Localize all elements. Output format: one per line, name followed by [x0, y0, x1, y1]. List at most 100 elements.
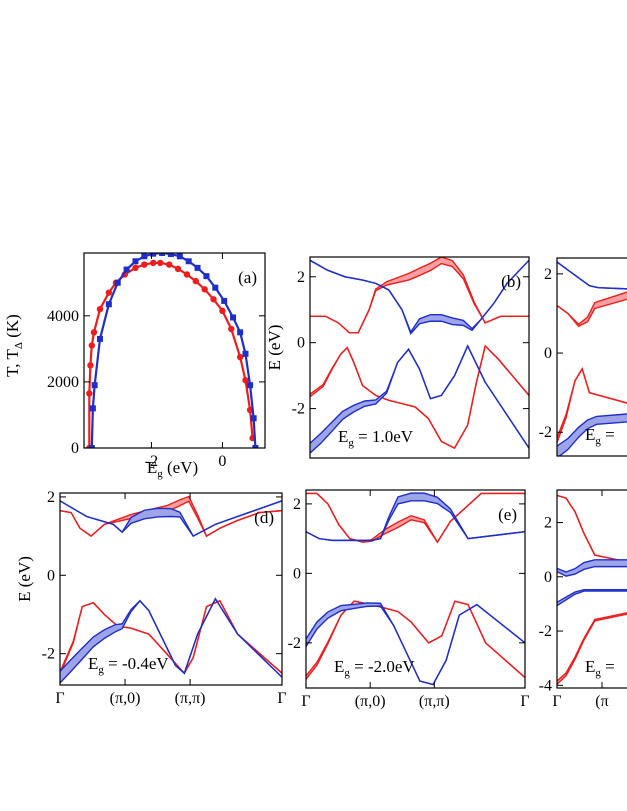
x-tick-label: Γ [277, 690, 286, 707]
x-tick-label: Γ [301, 693, 310, 710]
y-tick-label: 0 [544, 569, 552, 586]
x-axis-label: Eg (eV) [147, 458, 198, 480]
plot-frame [305, 489, 526, 689]
series-line-1 [90, 253, 257, 448]
eg-annotation-sub: g [348, 437, 354, 449]
data-point [88, 445, 95, 448]
plot-area-a [86, 253, 259, 448]
data-point [105, 289, 113, 296]
panel-b: -2 0 2 (b) Eg = 1.0eV E (eV) [265, 256, 530, 459]
series-e-3 [306, 602, 525, 686]
eg-annotation: Eg = -0.4eV [88, 654, 169, 676]
eg-annotation-rest: = -2.0eV [350, 657, 416, 676]
eg-annotation: Eg = -2.0eV [334, 657, 415, 679]
plot-area-b [310, 257, 529, 454]
data-point [236, 353, 244, 361]
data-point [201, 286, 208, 293]
data-point [150, 253, 157, 257]
x-tick-label: (π [595, 693, 608, 710]
panel-label: (e) [498, 505, 517, 524]
band-lower-line [310, 344, 529, 450]
y-tick-label: 2 [293, 496, 301, 513]
eg-annotation-sub: g [344, 667, 350, 679]
plot-area-f [557, 494, 627, 685]
eg-annotation-rest: = [601, 657, 615, 676]
y-tick-label: -2 [539, 623, 552, 640]
series-d-2 [60, 500, 282, 538]
data-point [150, 259, 157, 267]
data-point [242, 350, 249, 357]
band-lower-line [306, 492, 525, 544]
data-point [250, 415, 257, 422]
series-b-2 [310, 259, 529, 335]
band-upper-line [557, 588, 627, 603]
x-axis-label-sub: g [157, 468, 163, 480]
eg-annotation-main: E [585, 657, 595, 676]
eg-annotation-sub: g [595, 667, 601, 679]
y-axis-label: E (eV) [15, 556, 34, 602]
data-point [212, 284, 219, 291]
band-lower-line [557, 494, 627, 563]
data-point [247, 382, 254, 389]
series-e-1 [306, 600, 525, 680]
band-fill [557, 292, 627, 327]
y-axis-label: T, TΔ (K) [3, 314, 25, 377]
x-tick-label: 0 [218, 453, 226, 470]
plot-frame [83, 252, 266, 449]
eg-annotation-sub: g [98, 664, 104, 676]
data-point [183, 271, 191, 278]
panel-label: (d) [254, 508, 274, 527]
band-lower-line [60, 597, 282, 684]
data-point [167, 253, 174, 257]
y-tick-label: 0 [47, 567, 55, 584]
x-tick-label: (π,π) [175, 690, 206, 707]
data-point [194, 264, 201, 271]
y-tick-label: 0 [544, 345, 552, 362]
band-upper-line [557, 261, 627, 290]
band-upper-line [557, 494, 627, 563]
data-point [91, 382, 98, 389]
plot-frame [309, 256, 530, 459]
band-lower-line [306, 603, 525, 686]
series-c-3 [557, 413, 627, 456]
series-d-1 [60, 599, 282, 675]
series-a-0 [86, 259, 256, 448]
series-f-0 [557, 494, 627, 563]
eg-annotation-rest: = -0.4eV [104, 654, 170, 673]
series-b-0 [310, 257, 529, 334]
data-point [174, 265, 182, 273]
y-tick-label: -2 [288, 635, 301, 652]
y-axis-label: E (eV) [265, 325, 284, 371]
data-point [96, 335, 103, 342]
band-upper-line [557, 612, 627, 682]
band-lower-line [557, 261, 627, 290]
eg-annotation: Eg = 1.0eV [338, 427, 414, 449]
y-axis-label-main: T, T [3, 349, 22, 377]
data-point [157, 259, 164, 267]
band-fill [310, 257, 529, 333]
panel-d: -2 0 2 Γ (π,0) (π,π) Γ (d) Eg = -0.4eV E (eV) [15, 489, 287, 707]
panel-e: -2 0 2 Γ (π,0) (π,π) Γ (e) Eg = -2.0eV [288, 489, 530, 710]
y-tick-label: 0 [71, 440, 79, 457]
x-tick-label: (π,0) [110, 690, 141, 707]
series-c-0 [557, 291, 627, 328]
data-point [228, 325, 235, 333]
data-point [252, 445, 259, 448]
data-point [105, 301, 112, 308]
data-point [219, 307, 226, 315]
data-point [88, 342, 96, 349]
plot-frame [556, 257, 627, 457]
series-b-1 [310, 344, 529, 450]
data-point [192, 277, 199, 285]
data-point [221, 297, 228, 304]
panel-label: (a) [238, 268, 257, 287]
series-c-2 [557, 261, 627, 290]
eg-annotation: Eg = [585, 657, 615, 679]
band-lower-line [558, 421, 627, 456]
data-point [132, 258, 139, 265]
data-point [96, 305, 104, 313]
y-tick-label: -2 [42, 646, 55, 663]
band-lower-line [557, 298, 627, 328]
data-point [141, 253, 148, 260]
